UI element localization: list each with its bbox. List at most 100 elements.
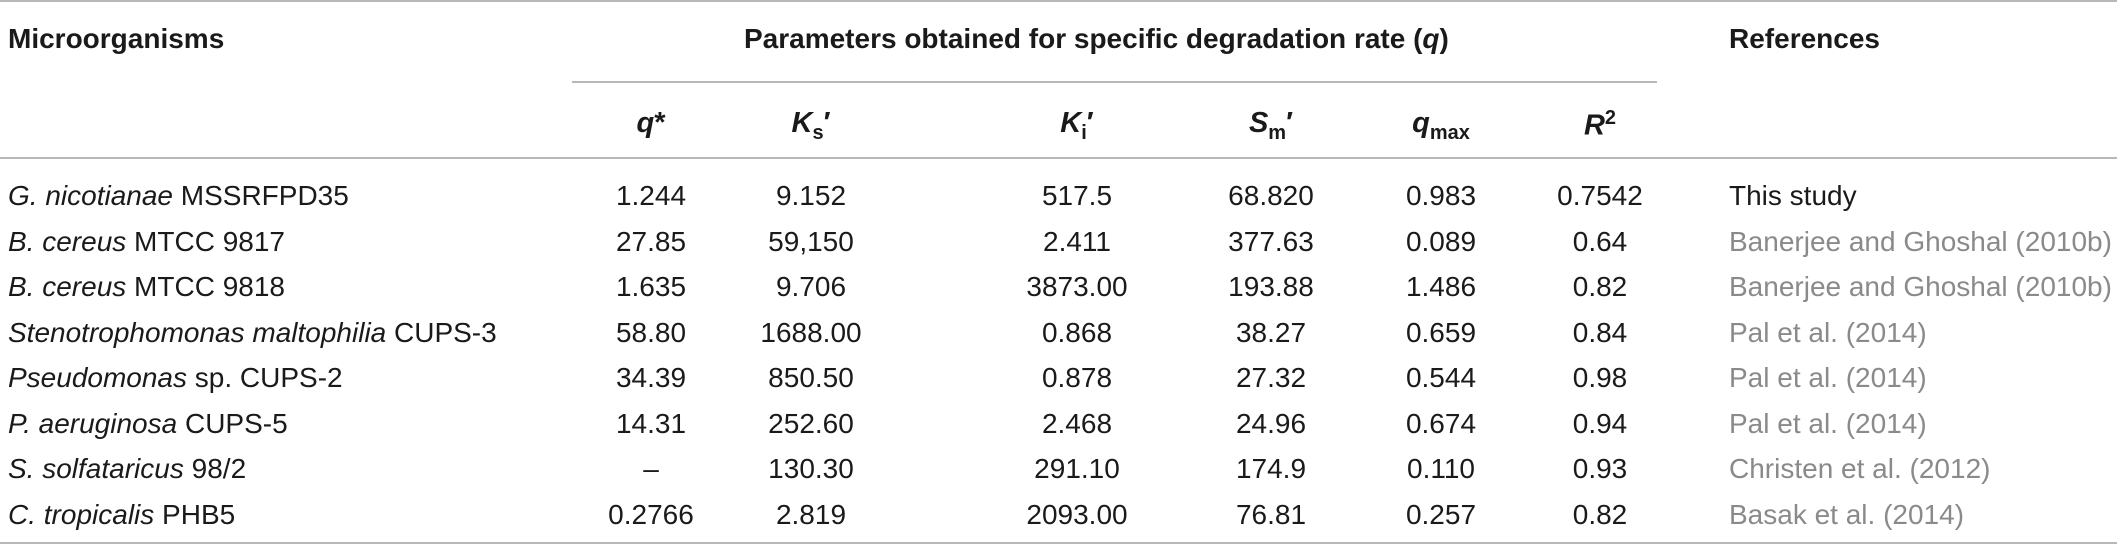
cell-ks: 252.60: [768, 407, 854, 439]
cell-ks: 1688.00: [760, 316, 862, 348]
cell-ki: 2093.00: [1026, 498, 1128, 530]
cell-r2: 0.98: [1572, 362, 1628, 393]
cell-r2: 0.84: [1572, 316, 1628, 348]
param-mark: ′: [1086, 107, 1094, 139]
cell-qmax: 0.544: [1405, 362, 1477, 393]
cell-sm: 68.820: [1228, 180, 1314, 211]
cell-q: 58.80: [615, 316, 687, 348]
cell-ki: 517.5: [1041, 180, 1113, 211]
group-title-var: q: [1422, 23, 1440, 54]
param-header-1: Ks′: [731, 107, 891, 145]
cell-qmax: 0.983: [1405, 180, 1477, 211]
genus-name: G. nicotianae: [8, 180, 173, 211]
cell-ki: 291.10: [1034, 453, 1120, 484]
param-symbol: R: [1583, 109, 1605, 142]
cell-qmax: 0.674: [1405, 407, 1477, 439]
table-row: S. solfataricus 98/2 – 130.30 291.10 174.9 0.…: [0, 445, 2117, 488]
microorganism-name: S. solfataricus 98/2: [8, 453, 246, 485]
param-symbol: q: [636, 107, 655, 139]
cell-q: –: [643, 453, 659, 484]
param-subscript: m: [1268, 121, 1287, 144]
cell-ki: 3873.00: [1026, 271, 1128, 302]
reference-link[interactable]: Banerjee and Ghoshal (2010b): [1729, 225, 2112, 257]
cell-sm: 38.27: [1235, 316, 1307, 348]
genus-name: Pseudomonas: [8, 362, 188, 393]
cell-ks: 59,150: [768, 225, 854, 257]
cell-ks: 850.50: [768, 362, 854, 393]
strain-name: PHB5: [154, 498, 236, 530]
microorganism-name: C. tropicalis PHB5: [8, 499, 235, 531]
genus-name: B. cereus: [8, 225, 127, 257]
cell-ks: 9.706: [775, 271, 847, 302]
param-mark: *: [654, 107, 666, 139]
reference-link[interactable]: Basak et al. (2014): [1729, 498, 1965, 530]
table-top-rule: [0, 0, 2117, 2]
param-subscript: s: [812, 121, 824, 144]
reference-link[interactable]: Pal et al. (2014): [1729, 407, 1927, 439]
header-bottom-rule: [0, 157, 2117, 159]
reference-link[interactable]: Banerjee and Ghoshal (2010b): [1729, 271, 2112, 302]
microorganism-name: Stenotrophomonas maltophilia CUPS-3: [8, 317, 497, 349]
cell-r2: 0.64: [1572, 225, 1628, 257]
group-title-suffix: ): [1439, 23, 1449, 54]
reference-link: This study: [1729, 180, 1857, 211]
cell-ks: 130.30: [768, 453, 854, 484]
param-header-3: Sm′: [1191, 107, 1351, 145]
strain-name: sp. CUPS-2: [187, 362, 343, 393]
reference-link[interactable]: Pal et al. (2014): [1729, 362, 1927, 393]
cell-r2: 0.93: [1572, 453, 1628, 484]
param-mark: ′: [823, 107, 831, 139]
cell-qmax: 0.089: [1405, 225, 1477, 257]
cell-q: 14.31: [615, 407, 687, 439]
microorganism-name: G. nicotianae MSSRFPD35: [8, 180, 349, 212]
strain-name: MSSRFPD35: [173, 180, 349, 211]
param-header-0: q*: [571, 107, 731, 140]
table-row: G. nicotianae MSSRFPD35 1.244 9.152 517.5 68…: [0, 172, 2117, 215]
param-symbol: K: [1060, 107, 1082, 139]
strain-name: CUPS-5: [177, 407, 288, 439]
param-header-4: qmax: [1361, 107, 1521, 145]
cell-q: 1.244: [615, 180, 687, 211]
reference-link[interactable]: Christen et al. (2012): [1729, 453, 1991, 484]
cell-r2: 0.82: [1572, 498, 1628, 530]
cell-qmax: 0.257: [1405, 498, 1477, 530]
microorganism-name: B. cereus MTCC 9818: [8, 271, 285, 303]
genus-name: B. cereus: [8, 271, 127, 302]
param-symbol: q: [1412, 107, 1430, 139]
strain-name: CUPS-3: [386, 316, 497, 348]
table-row: P. aeruginosa CUPS-5 14.31 252.60 2.468 24.9…: [0, 400, 2117, 443]
param-header-2: Ki′: [997, 107, 1157, 145]
reference-link[interactable]: Pal et al. (2014): [1729, 316, 1927, 348]
table-row: Pseudomonas sp. CUPS-2 34.39 850.50 0.878 27…: [0, 354, 2117, 397]
microorganism-name: Pseudomonas sp. CUPS-2: [8, 362, 343, 394]
genus-name: S. solfataricus: [8, 453, 184, 484]
param-subscript: i: [1081, 121, 1087, 144]
cell-ki: 2.411: [1043, 225, 1111, 257]
cell-sm: 193.88: [1228, 271, 1314, 302]
cell-q: 1.635: [615, 271, 687, 302]
cell-sm: 27.32: [1235, 362, 1307, 393]
strain-name: MTCC 9817: [126, 225, 285, 257]
param-subscript: max: [1429, 121, 1470, 144]
cell-qmax: 1.486: [1405, 271, 1477, 302]
header-references: References: [1729, 23, 1880, 54]
table-row: B. cereus MTCC 9818 1.635 9.706 3873.00 193.…: [0, 263, 2117, 306]
param-symbol: S: [1248, 107, 1269, 139]
cell-ks: 9.152: [775, 180, 847, 211]
cell-sm: 24.96: [1235, 407, 1307, 439]
param-symbol: K: [791, 107, 813, 139]
cell-ki: 2.468: [1041, 407, 1113, 439]
param-header-5: R2: [1520, 107, 1680, 143]
param-superscript: 2: [1604, 107, 1617, 129]
cell-q: 27.85: [615, 225, 687, 257]
cell-sm: 377.63: [1228, 225, 1314, 257]
cell-ki: 0.868: [1041, 316, 1113, 348]
strain-name: MTCC 9818: [126, 271, 285, 302]
cell-qmax: 0.659: [1405, 316, 1477, 348]
cell-sm: 76.81: [1235, 498, 1307, 530]
cell-q: 0.2766: [608, 498, 694, 530]
cell-r2: 0.7542: [1557, 180, 1643, 211]
cell-sm: 174.9: [1235, 453, 1307, 484]
microorganism-name: P. aeruginosa CUPS-5: [8, 408, 288, 440]
table-row: B. cereus MTCC 9817 27.85 59,150 2.411 377.6…: [0, 218, 2117, 261]
